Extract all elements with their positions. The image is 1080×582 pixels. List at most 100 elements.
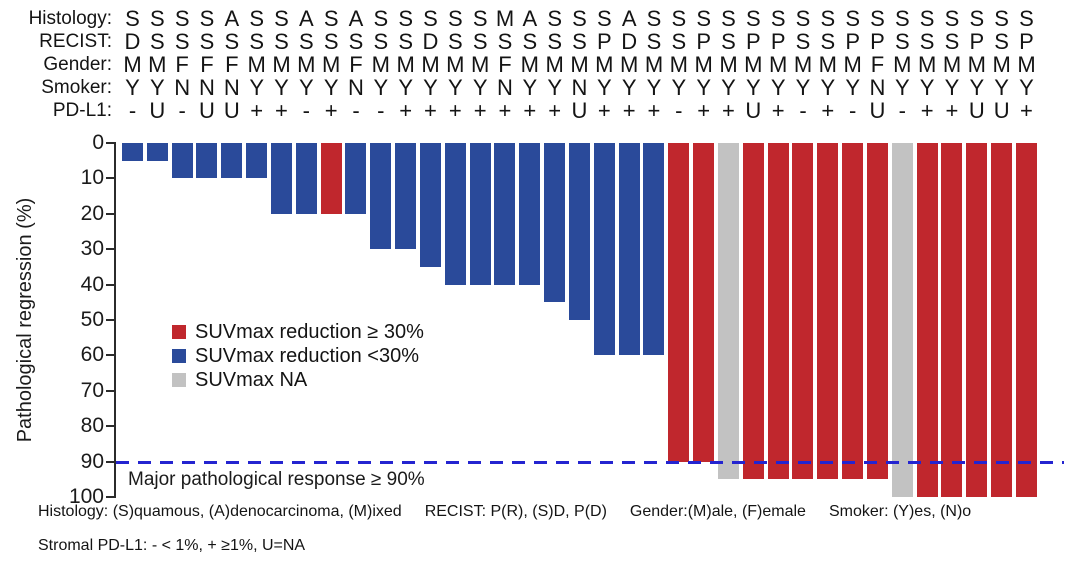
annotation-cell-smoker: Y — [522, 75, 538, 100]
annotation-cell-recist: D — [422, 29, 439, 54]
y-axis-tick-label: 30 — [80, 237, 104, 261]
annotation-cell-recist: P — [870, 29, 885, 54]
annotation-cell-pdl1: U — [571, 98, 588, 123]
annotation-cell-histology: M — [495, 6, 515, 31]
annotation-cell-gender: F — [225, 52, 239, 77]
regression-bar — [866, 143, 888, 480]
annotation-cell-pdl1: + — [324, 98, 338, 123]
annotation-cell-smoker: Y — [795, 75, 811, 100]
annotation-cell-pdl1: U — [199, 98, 215, 123]
annotation-cell-pdl1: + — [250, 98, 264, 123]
regression-bar — [221, 143, 243, 179]
annotation-cell-recist: D — [124, 29, 141, 54]
y-axis-line — [114, 142, 116, 498]
footnote-segment-2: RECIST: P(R), (S)D, P(D) — [424, 503, 607, 520]
annotation-cell-histology: S — [845, 6, 860, 31]
annotation-cell-recist: S — [497, 29, 513, 54]
annotation-cell-recist: S — [795, 29, 811, 54]
y-axis-tick — [106, 496, 115, 498]
annotation-cell-histology: S — [944, 6, 960, 31]
annotation-cell-gender: M — [669, 52, 688, 77]
regression-bar — [618, 143, 640, 356]
annotation-cell-smoker: Y — [249, 75, 264, 100]
annotation-cell-gender: M — [619, 52, 639, 77]
annotation-cell-histology: S — [596, 6, 612, 31]
annotation-cell-histology: A — [298, 6, 314, 31]
regression-bar — [544, 143, 566, 303]
annotation-cell-histology: A — [348, 6, 364, 31]
annotation-cell-gender: M — [917, 52, 937, 77]
legend-swatch-ge30 — [172, 325, 186, 339]
annotation-cell-pdl1: - — [302, 98, 310, 123]
y-axis-tick-label: 60 — [80, 343, 104, 367]
annotation-cell-pdl1: + — [647, 98, 661, 123]
annotation-cell-histology: S — [770, 6, 786, 31]
annotation-cell-pdl1: + — [622, 98, 636, 123]
annotation-cell-gender: M — [694, 52, 713, 77]
legend-label-ge30: SUVmax reduction ≥ 30% — [195, 320, 424, 343]
annotation-cell-histology: S — [969, 6, 985, 31]
regression-bar — [568, 143, 590, 320]
regression-bar — [916, 143, 938, 497]
annotation-cell-smoker: N — [571, 75, 588, 100]
annotation-cell-pdl1: - — [848, 98, 857, 123]
footnote-line-2: Stromal PD-L1: - < 1%, + ≥1%, U=NA — [38, 537, 306, 554]
y-axis-tick-label: 50 — [80, 308, 104, 331]
annotation-cell-pdl1: - — [377, 98, 385, 123]
legend-item-ge30: SUVmax reduction ≥ 30% — [172, 320, 424, 344]
annotation-cell-recist: P — [745, 29, 761, 54]
regression-bar — [742, 143, 764, 480]
y-axis-tick — [106, 389, 115, 392]
y-axis-tick — [106, 248, 115, 251]
annotation-cell-smoker: Y — [149, 75, 165, 100]
annotation-cell-recist: S — [894, 29, 910, 54]
regression-bar — [419, 143, 441, 267]
footnote-line-1: Histology: (S)quamous, (A)denocarcinoma,… — [38, 503, 971, 521]
annotation-cell-histology: S — [472, 6, 488, 31]
annotation-cell-pdl1: - — [799, 98, 807, 123]
annotation-cell-smoker: Y — [845, 75, 860, 100]
regression-bar — [320, 143, 342, 214]
annotation-cell-smoker: Y — [547, 75, 562, 100]
annotation-cell-smoker: Y — [969, 75, 985, 100]
annotation-cell-recist: S — [224, 29, 240, 54]
annotation-cell-histology: S — [274, 6, 289, 31]
annotation-cell-pdl1: U — [968, 98, 985, 123]
y-axis-tick-label: 100 — [68, 485, 104, 508]
legend: SUVmax reduction ≥ 30% SUVmax reduction <… — [172, 320, 424, 392]
annotation-cell-histology: S — [745, 6, 761, 31]
annotation-cell-pdl1: + — [448, 98, 462, 123]
y-axis-tick — [106, 177, 115, 180]
annotation-row-label-pdl1: PD-L1: — [52, 100, 112, 121]
regression-bar — [444, 143, 466, 285]
legend-swatch-na — [172, 373, 186, 387]
annotation-cell-recist: S — [671, 29, 687, 54]
annotation-cell-gender: M — [595, 52, 614, 77]
y-axis-tick-label: 10 — [80, 166, 104, 190]
annotation-cell-pdl1: + — [399, 98, 413, 123]
annotation-cell-recist: S — [348, 29, 364, 54]
annotation-row-label-recist: RECIST: — [39, 31, 112, 52]
annotation-cell-recist: S — [249, 29, 264, 54]
regression-bar — [643, 143, 665, 356]
annotation-cell-pdl1: U — [149, 98, 166, 123]
annotation-cell-smoker: Y — [596, 75, 612, 100]
y-axis-tick-label: 20 — [80, 201, 104, 225]
legend-label-lt30: SUVmax reduction <30% — [195, 344, 420, 367]
annotation-cell-smoker: Y — [721, 75, 736, 100]
annotation-cell-smoker: Y — [274, 75, 289, 100]
annotation-cell-gender: M — [1017, 52, 1036, 77]
annotation-cell-pdl1: + — [722, 98, 735, 123]
annotation-cell-smoker: Y — [423, 75, 438, 100]
annotation-cell-histology: S — [721, 6, 736, 31]
annotation-cell-gender: M — [272, 52, 291, 77]
legend-item-lt30: SUVmax reduction <30% — [172, 344, 424, 368]
annotation-cell-gender: M — [396, 52, 415, 77]
regression-bar — [295, 143, 317, 214]
annotation-cell-recist: P — [596, 29, 612, 54]
annotation-cell-histology: S — [199, 6, 215, 31]
annotation-cell-recist: P — [696, 29, 711, 54]
annotation-cell-histology: S — [323, 6, 339, 31]
annotation-cell-gender: M — [644, 52, 664, 77]
annotation-cell-gender: F — [498, 52, 512, 77]
